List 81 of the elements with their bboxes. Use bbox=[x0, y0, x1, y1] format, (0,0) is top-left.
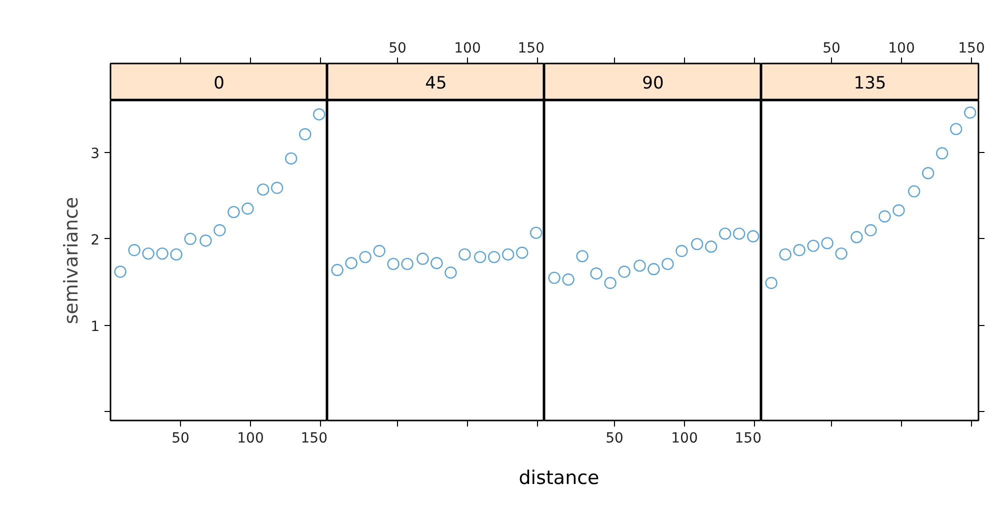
point bbox=[200, 234, 212, 247]
point bbox=[299, 128, 312, 140]
point bbox=[676, 244, 688, 258]
point bbox=[576, 250, 588, 262]
point bbox=[502, 248, 514, 261]
point bbox=[458, 248, 471, 261]
point bbox=[908, 185, 920, 198]
point bbox=[850, 231, 863, 244]
point bbox=[821, 237, 834, 250]
x-tick-label: 150 bbox=[300, 430, 328, 446]
point bbox=[345, 257, 358, 270]
point bbox=[864, 224, 877, 236]
x2-tick-label: 100 bbox=[454, 40, 481, 56]
point bbox=[530, 226, 542, 239]
point bbox=[156, 247, 168, 260]
x2-tick-label: 150 bbox=[958, 40, 985, 56]
y-tick-label: 1 bbox=[90, 318, 100, 335]
x-tick-label: 50 bbox=[606, 430, 624, 446]
point bbox=[242, 202, 254, 215]
point bbox=[474, 250, 486, 264]
point bbox=[285, 152, 298, 165]
point bbox=[662, 258, 674, 270]
point bbox=[733, 228, 746, 240]
point bbox=[516, 246, 528, 259]
point bbox=[444, 266, 457, 279]
x2-tick-label: 50 bbox=[822, 40, 840, 56]
point bbox=[765, 276, 778, 290]
x2-tick-label: 50 bbox=[388, 40, 406, 56]
y-tick-label: 3 bbox=[90, 146, 100, 162]
point bbox=[793, 244, 806, 256]
chart-title: 135 bbox=[854, 74, 886, 94]
y-tick-label: 2 bbox=[90, 232, 100, 248]
point bbox=[184, 232, 196, 245]
x-tick-label: 100 bbox=[237, 430, 264, 446]
point bbox=[878, 210, 891, 222]
point bbox=[747, 230, 760, 242]
x2-tick-label: 100 bbox=[888, 40, 915, 56]
point bbox=[634, 260, 646, 272]
point bbox=[892, 204, 905, 216]
point bbox=[835, 247, 848, 260]
point bbox=[488, 250, 500, 264]
point bbox=[548, 272, 560, 284]
point bbox=[170, 248, 182, 261]
point bbox=[618, 266, 630, 278]
point bbox=[313, 108, 326, 120]
point bbox=[807, 240, 820, 252]
point bbox=[964, 106, 976, 119]
point bbox=[691, 238, 704, 250]
point bbox=[430, 257, 443, 270]
point bbox=[416, 252, 429, 265]
point bbox=[950, 122, 962, 136]
point bbox=[114, 266, 126, 278]
point bbox=[228, 206, 240, 218]
point bbox=[922, 167, 934, 180]
point bbox=[142, 247, 154, 260]
point bbox=[359, 250, 372, 264]
point bbox=[401, 258, 414, 270]
point bbox=[705, 240, 718, 253]
chart-title: 0 bbox=[214, 74, 224, 94]
point bbox=[590, 267, 602, 280]
point bbox=[719, 228, 732, 240]
point bbox=[271, 182, 284, 194]
x-tick-label: 150 bbox=[734, 430, 762, 446]
point bbox=[257, 183, 270, 196]
point bbox=[648, 263, 660, 276]
point bbox=[779, 248, 792, 261]
point bbox=[373, 244, 386, 258]
y-axis-title: semivariance bbox=[60, 196, 83, 324]
x-tick-label: 100 bbox=[671, 430, 698, 446]
point bbox=[936, 147, 948, 160]
point bbox=[128, 244, 140, 256]
x-axis-title: distance bbox=[518, 466, 600, 491]
chart-title: 90 bbox=[642, 74, 664, 94]
point bbox=[562, 273, 574, 286]
point bbox=[214, 224, 226, 236]
x2-tick-label: 150 bbox=[518, 40, 545, 56]
point bbox=[387, 258, 400, 270]
point bbox=[604, 276, 616, 290]
chart-title: 45 bbox=[425, 74, 447, 94]
x-tick-label: 50 bbox=[172, 430, 190, 446]
point bbox=[331, 264, 344, 276]
